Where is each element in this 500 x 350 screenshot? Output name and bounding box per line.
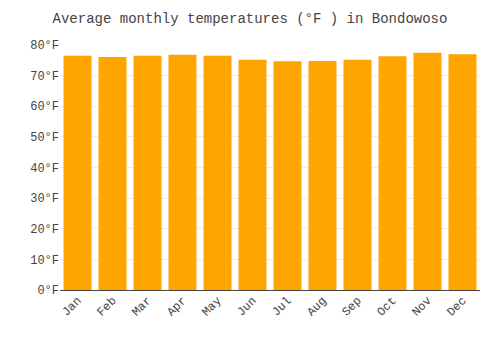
svg-text:Mar: Mar [129, 294, 154, 319]
svg-text:30°F: 30°F [30, 192, 59, 206]
svg-text:Sep: Sep [339, 294, 364, 319]
svg-text:70°F: 70°F [30, 70, 59, 84]
svg-text:Jan: Jan [59, 294, 84, 319]
svg-text:20°F: 20°F [30, 223, 59, 237]
svg-text:Apr: Apr [164, 294, 189, 319]
svg-text:Dec: Dec [444, 294, 469, 319]
svg-text:60°F: 60°F [30, 100, 59, 114]
svg-text:40°F: 40°F [30, 162, 59, 176]
svg-text:0°F: 0°F [37, 284, 59, 298]
svg-text:Oct: Oct [374, 294, 399, 319]
svg-text:50°F: 50°F [30, 131, 59, 145]
svg-text:Jul: Jul [269, 294, 294, 319]
svg-text:Nov: Nov [409, 294, 434, 319]
svg-text:80°F: 80°F [30, 39, 59, 53]
svg-text:10°F: 10°F [30, 254, 59, 268]
svg-text:May: May [199, 294, 224, 319]
svg-text:Jun: Jun [234, 294, 259, 319]
svg-text:Aug: Aug [304, 294, 329, 319]
svg-text:Average monthly temperatures (: Average monthly temperatures (°F ) in Bo… [53, 11, 448, 27]
svg-text:Feb: Feb [94, 294, 119, 319]
